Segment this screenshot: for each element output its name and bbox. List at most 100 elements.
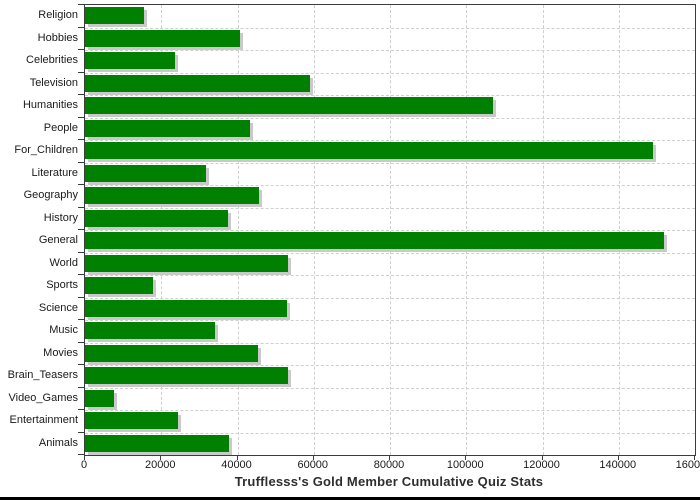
x-tick-label: 80000: [373, 459, 405, 471]
horizontal-gridline: [85, 252, 695, 254]
y-axis-tick: [78, 229, 84, 230]
y-axis-tick: [78, 206, 84, 208]
y-axis-tick: [78, 341, 84, 343]
y-axis-tick: [78, 251, 84, 253]
y-tick-label: Sports: [46, 279, 78, 291]
x-tick-label: 20000: [144, 459, 176, 471]
y-axis-tick: [78, 94, 84, 95]
horizontal-gridline: [85, 297, 695, 299]
bar-hobbies: [85, 29, 241, 47]
bar-celebrities: [85, 52, 176, 69]
bar-humanities: [85, 97, 493, 114]
x-tick-label: 140000: [599, 459, 637, 471]
y-axis-tick: [78, 4, 84, 5]
x-tick-label: 160000: [675, 459, 700, 471]
y-tick-label: Brain_Teasers: [7, 369, 78, 381]
plot-area: [84, 4, 696, 456]
y-tick-label: Celebrities: [26, 54, 78, 66]
horizontal-gridline: [85, 140, 695, 141]
y-tick-label: Religion: [38, 9, 78, 21]
horizontal-gridline: [85, 275, 695, 276]
y-tick-label: History: [43, 211, 78, 224]
y-tick-label: Television: [29, 76, 78, 89]
y-axis-tick: [78, 49, 84, 50]
horizontal-gridline: [85, 50, 695, 51]
bar-science: [85, 299, 287, 317]
horizontal-gridline: [85, 320, 695, 321]
y-axis-tick: [78, 296, 84, 298]
y-tick-label: Humanities: [22, 99, 78, 111]
y-tick-label: People: [43, 121, 78, 134]
horizontal-gridline: [85, 410, 695, 411]
y-axis-tick: [78, 386, 84, 388]
horizontal-gridline: [85, 162, 695, 164]
bar-for_children: [85, 142, 653, 159]
y-axis-tick: [78, 319, 84, 320]
bar-entertainment: [85, 412, 178, 429]
x-tick-label: 40000: [221, 459, 252, 471]
y-tick-label: Literature: [31, 166, 78, 179]
y-tick-label: Geography: [23, 189, 78, 201]
y-axis-tick: [78, 116, 84, 118]
bar-people: [85, 119, 251, 137]
y-axis-tick: [78, 431, 84, 433]
y-tick-label: Movies: [43, 346, 78, 359]
window-bottom-border: [0, 497, 700, 500]
x-tick-label: 100000: [446, 459, 484, 471]
y-axis-tick: [78, 274, 84, 275]
horizontal-gridline: [85, 207, 695, 209]
x-axis-tick: [312, 455, 314, 460]
x-axis-tick: [84, 455, 85, 460]
y-tick-label: Video_Games: [8, 391, 78, 404]
y-tick-label: Science: [38, 301, 78, 314]
bar-history: [85, 209, 228, 227]
horizontal-gridline: [85, 365, 695, 366]
horizontal-gridline: [85, 27, 695, 29]
horizontal-gridline: [85, 72, 695, 74]
y-tick-label: Music: [49, 324, 78, 336]
bar-brain_teasers: [85, 367, 288, 384]
x-tick-label: 60000: [297, 459, 329, 471]
y-tick-label: Hobbies: [37, 31, 78, 44]
bar-movies: [85, 344, 258, 362]
x-tick-label: 0: [80, 459, 88, 471]
y-axis-tick: [78, 71, 84, 73]
y-axis-tick: [78, 364, 84, 365]
bar-sports: [85, 277, 154, 294]
x-axis-tick: [541, 455, 543, 460]
bar-animals: [85, 434, 230, 452]
x-axis-tick: [236, 455, 238, 460]
horizontal-gridline: [85, 387, 695, 389]
y-axis-tick: [78, 139, 84, 140]
horizontal-gridline: [85, 432, 695, 434]
x-axis-tick: [160, 455, 162, 460]
horizontal-gridline: [85, 117, 695, 119]
y-tick-label: General: [38, 234, 78, 246]
horizontal-gridline: [85, 230, 695, 231]
y-tick-label: For_Children: [14, 144, 78, 156]
y-tick-label: Entertainment: [9, 414, 78, 426]
bar-video_games: [85, 389, 115, 407]
bar-general: [85, 232, 664, 249]
bar-world: [85, 254, 289, 272]
bar-music: [85, 322, 215, 339]
y-tick-label: Animals: [38, 436, 78, 449]
horizontal-gridline: [85, 342, 695, 344]
x-tick-label: 120000: [523, 459, 560, 471]
y-axis-tick: [78, 409, 84, 410]
bar-literature: [85, 164, 206, 182]
x-axis-tick: [617, 455, 619, 460]
horizontal-gridline: [85, 95, 695, 96]
horizontal-gridline: [85, 185, 695, 186]
y-axis-tick: [78, 26, 84, 28]
bar-geography: [85, 187, 260, 204]
x-axis-tick: [694, 455, 695, 460]
x-axis-tick: [389, 455, 390, 460]
x-axis-tick: [465, 455, 467, 460]
bar-religion: [85, 7, 145, 24]
chart-title: Trufflesss's Gold Member Cumulative Quiz…: [234, 474, 544, 489]
y-tick-label: World: [49, 256, 78, 269]
bar-television: [85, 74, 310, 92]
y-axis-tick: [78, 184, 84, 185]
